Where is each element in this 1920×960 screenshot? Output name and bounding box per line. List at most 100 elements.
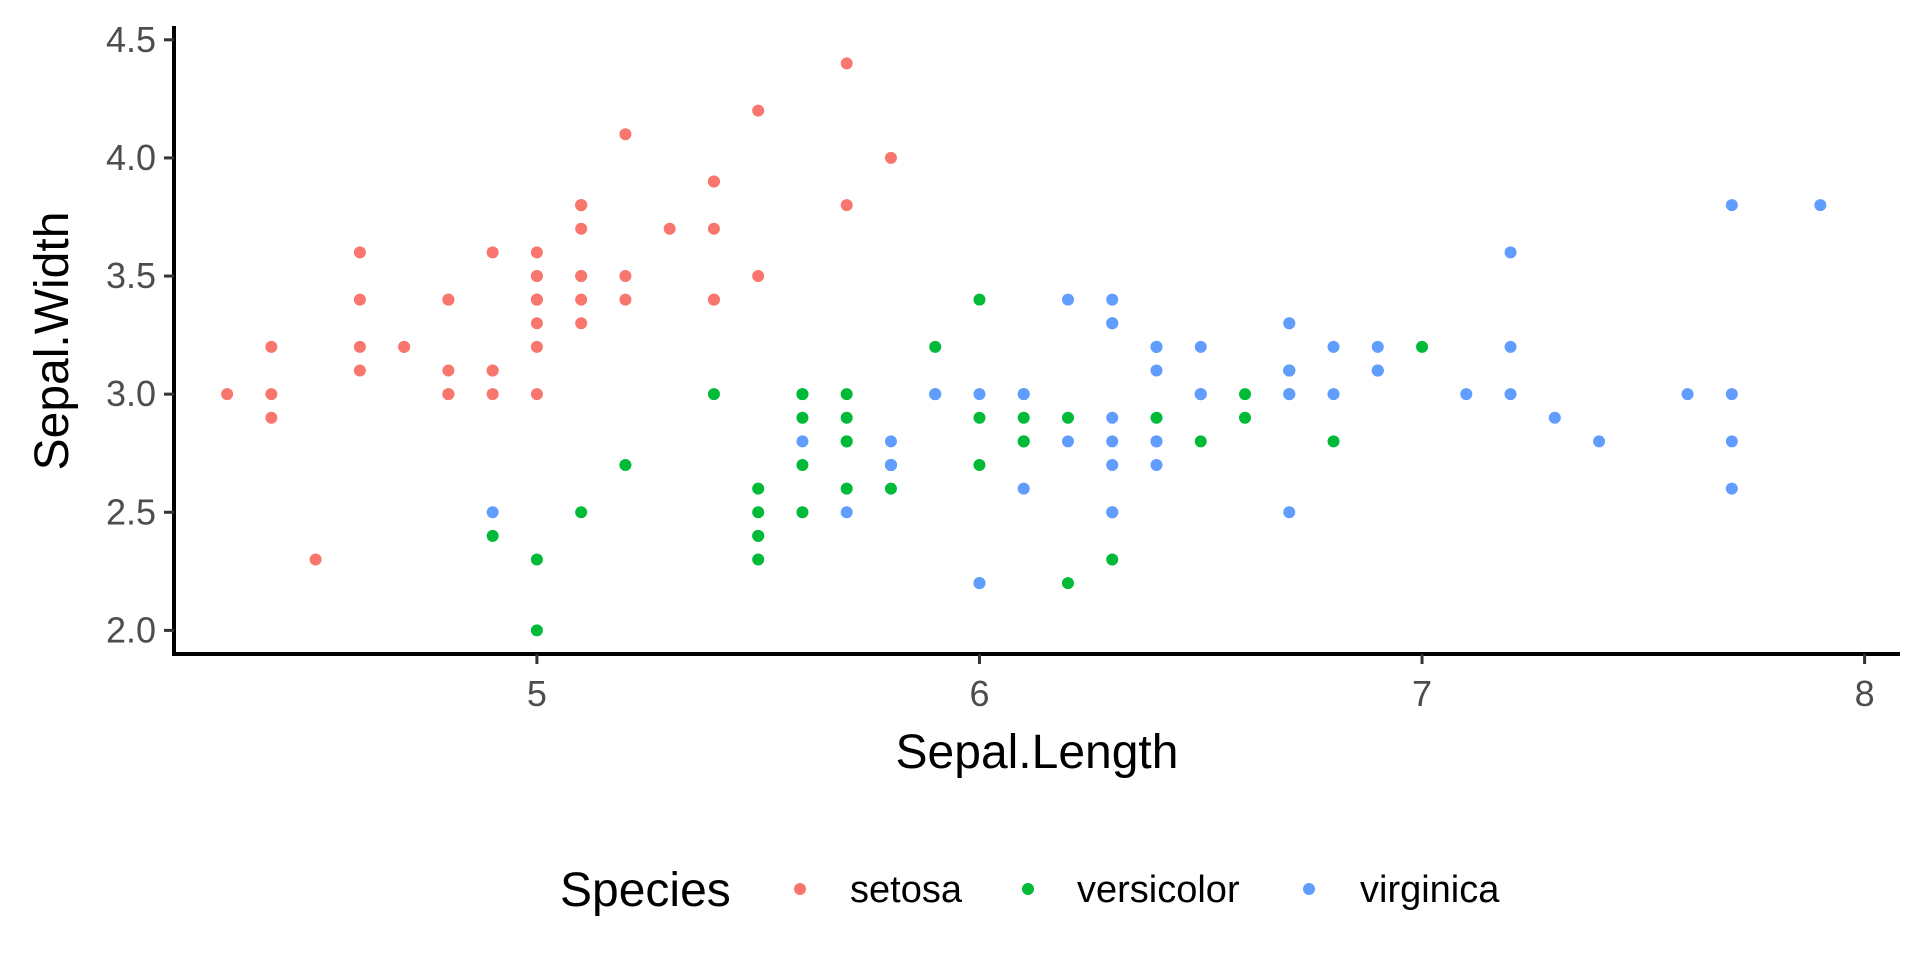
x-axis-ticks: 5 6 7 8 <box>527 654 1875 714</box>
data-point-virginica <box>1593 435 1606 448</box>
data-point-setosa <box>442 388 455 401</box>
data-point-setosa <box>530 270 543 283</box>
data-point-virginica <box>1106 459 1119 472</box>
data-point-versicolor <box>752 553 765 566</box>
data-point-setosa <box>353 364 366 377</box>
data-point-virginica <box>1150 459 1163 472</box>
data-point-virginica <box>1283 388 1296 401</box>
data-point-setosa <box>353 293 366 306</box>
data-point-versicolor <box>884 482 897 495</box>
data-point-virginica <box>1106 506 1119 519</box>
data-point-setosa <box>353 340 366 353</box>
data-point-versicolor <box>1239 388 1252 401</box>
data-point-setosa <box>619 293 632 306</box>
data-point-setosa <box>707 175 720 188</box>
y-tick-label: 4.5 <box>106 19 156 60</box>
data-point-setosa <box>575 270 588 283</box>
data-point-virginica <box>973 388 986 401</box>
data-point-virginica <box>1548 411 1561 424</box>
data-point-virginica <box>1327 340 1340 353</box>
data-point-setosa <box>530 388 543 401</box>
data-point-versicolor <box>796 506 809 519</box>
x-tick-label: 7 <box>1412 673 1432 714</box>
data-point-virginica <box>1725 435 1738 448</box>
data-point-virginica <box>1106 293 1119 306</box>
data-point-setosa <box>530 293 543 306</box>
data-point-virginica <box>1327 388 1340 401</box>
data-point-versicolor <box>1061 577 1074 590</box>
data-point-setosa <box>619 128 632 141</box>
data-point-virginica <box>1681 388 1694 401</box>
data-point-setosa <box>840 199 853 212</box>
legend-title: Species <box>560 864 731 917</box>
y-tick-label: 3.0 <box>106 373 156 414</box>
data-point-virginica <box>1150 340 1163 353</box>
data-point-virginica <box>1283 364 1296 377</box>
data-point-setosa <box>575 293 588 306</box>
data-point-versicolor <box>1239 411 1252 424</box>
data-point-versicolor <box>1106 553 1119 566</box>
data-point-versicolor <box>1194 435 1207 448</box>
data-point-versicolor <box>707 388 720 401</box>
data-point-setosa <box>884 151 897 164</box>
data-point-versicolor <box>796 388 809 401</box>
data-point-setosa <box>486 388 499 401</box>
data-point-versicolor <box>929 340 942 353</box>
data-point-setosa <box>486 364 499 377</box>
data-point-virginica <box>1150 364 1163 377</box>
data-point-virginica <box>1504 388 1517 401</box>
data-point-setosa <box>530 317 543 330</box>
data-point-versicolor <box>840 435 853 448</box>
y-tick-label: 3.5 <box>106 255 156 296</box>
data-point-virginica <box>1504 246 1517 259</box>
data-point-setosa <box>752 104 765 117</box>
data-point-versicolor <box>619 459 632 472</box>
data-point-versicolor <box>973 459 986 472</box>
legend-label-virginica: virginica <box>1360 869 1500 911</box>
data-point-setosa <box>265 340 278 353</box>
data-point-setosa <box>575 222 588 235</box>
x-axis-title: Sepal.Length <box>896 726 1179 779</box>
data-point-virginica <box>1814 199 1827 212</box>
data-point-versicolor <box>796 459 809 472</box>
legend-key-setosa <box>794 883 806 895</box>
data-point-setosa <box>840 57 853 70</box>
data-point-setosa <box>265 388 278 401</box>
data-point-setosa <box>309 553 322 566</box>
y-axis-title: Sepal.Width <box>26 212 79 471</box>
data-point-virginica <box>1283 506 1296 519</box>
y-axis-ticks: 2.0 2.5 3.0 3.5 4.0 4.5 <box>106 19 174 650</box>
data-point-versicolor <box>530 624 543 637</box>
legend-key-versicolor <box>1022 883 1034 895</box>
data-point-virginica <box>884 459 897 472</box>
data-point-setosa <box>663 222 676 235</box>
data-point-setosa <box>752 270 765 283</box>
data-point-setosa <box>619 270 632 283</box>
data-point-virginica <box>1106 435 1119 448</box>
data-point-versicolor <box>840 482 853 495</box>
y-tick-label: 2.0 <box>106 609 156 650</box>
legend-label-versicolor: versicolor <box>1077 869 1240 911</box>
data-point-setosa <box>707 293 720 306</box>
data-point-virginica <box>486 506 499 519</box>
data-point-virginica <box>884 435 897 448</box>
data-point-virginica <box>1725 388 1738 401</box>
data-point-virginica <box>973 577 986 590</box>
data-point-virginica <box>796 435 809 448</box>
data-point-setosa <box>707 222 720 235</box>
data-point-setosa <box>442 364 455 377</box>
data-point-setosa <box>442 293 455 306</box>
data-point-virginica <box>1150 435 1163 448</box>
data-point-versicolor <box>575 506 588 519</box>
data-point-setosa <box>575 199 588 212</box>
x-tick-label: 6 <box>969 673 989 714</box>
y-tick-label: 2.5 <box>106 491 156 532</box>
y-tick-label: 4.0 <box>106 137 156 178</box>
data-point-versicolor <box>1017 411 1030 424</box>
data-point-virginica <box>1061 293 1074 306</box>
data-point-virginica <box>1106 411 1119 424</box>
data-point-versicolor <box>1150 411 1163 424</box>
data-point-virginica <box>1194 388 1207 401</box>
data-point-virginica <box>1504 340 1517 353</box>
data-point-versicolor <box>840 388 853 401</box>
